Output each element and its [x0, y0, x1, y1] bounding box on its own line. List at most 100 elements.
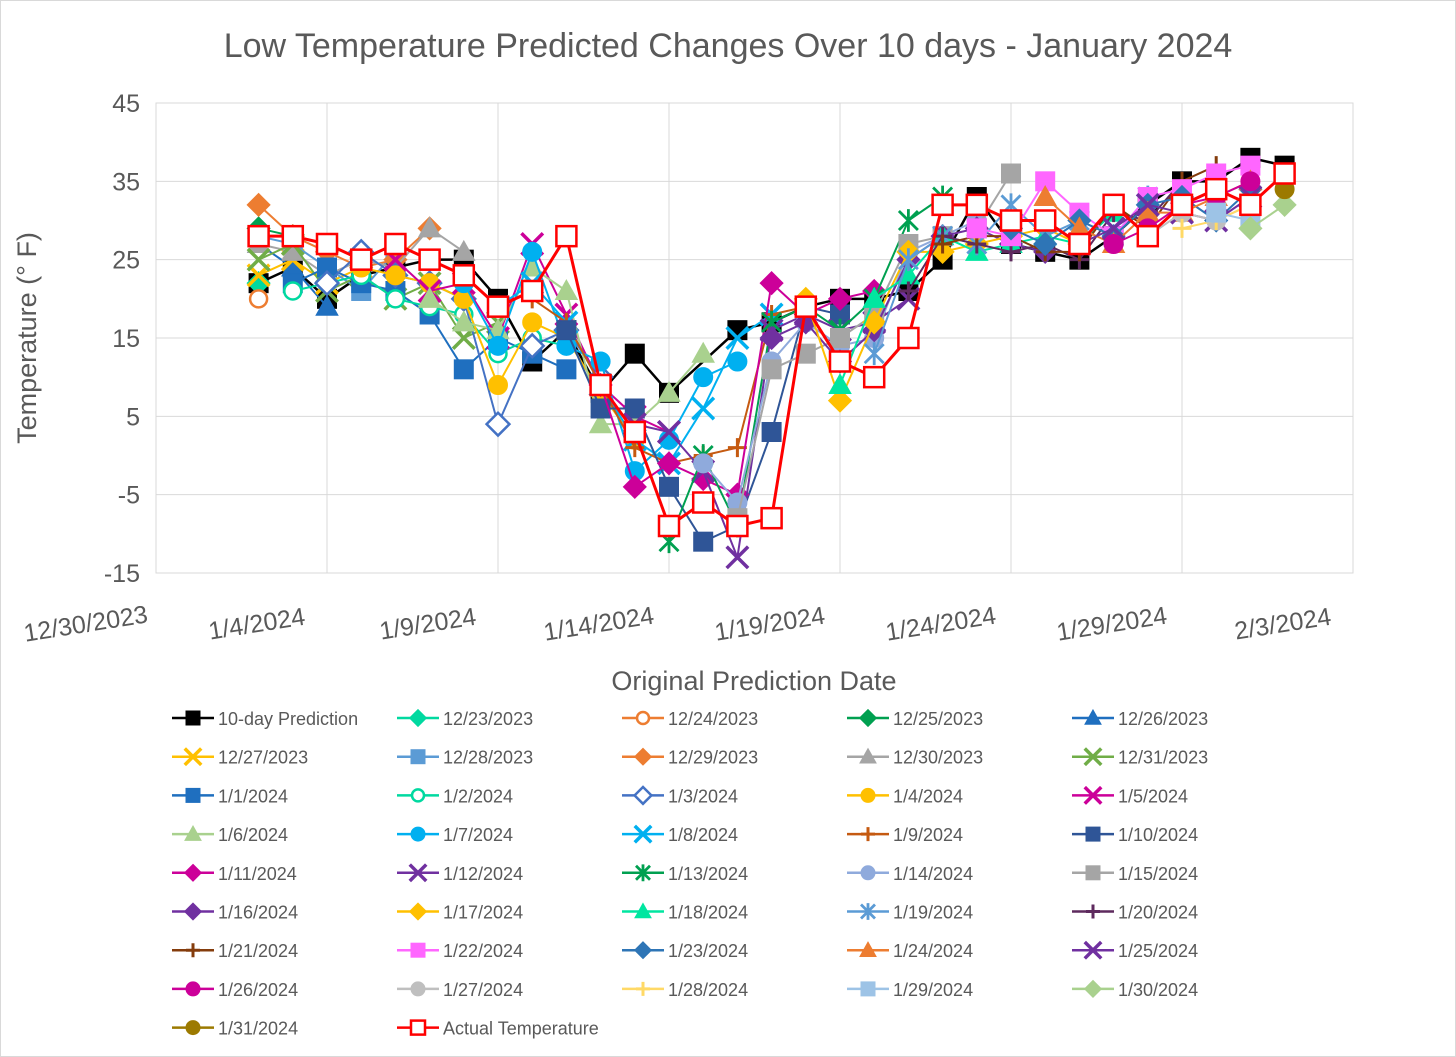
- data-point: [349, 248, 373, 271]
- data-point: [283, 281, 303, 301]
- data-point: [1102, 193, 1125, 217]
- data-point: [313, 269, 341, 297]
- data-point: [727, 351, 748, 372]
- legend-label: 1/15/2024: [1118, 864, 1198, 884]
- x-tick-label: 1/29/2024: [1055, 602, 1169, 647]
- data-point: [1101, 216, 1126, 241]
- data-point: [1272, 192, 1297, 217]
- data-point: [966, 218, 987, 239]
- chart-title: Low Temperature Predicted Changes Over 1…: [224, 27, 1233, 65]
- legend-marker: [633, 824, 653, 844]
- legend-label: 10-day Prediction: [218, 709, 358, 729]
- legend-marker: [1083, 979, 1103, 999]
- data-point: [1238, 216, 1263, 241]
- legend-marker: [633, 747, 653, 766]
- legend-marker: [184, 825, 202, 841]
- x-axis-label: Original Prediction Date: [611, 666, 896, 696]
- legend-marker: [860, 865, 876, 881]
- y-tick-label: -5: [118, 482, 140, 510]
- legend-label: 1/18/2024: [668, 903, 748, 923]
- legend-label: 1/31/2024: [218, 1019, 298, 1039]
- y-axis-label: Temperature (° F): [12, 232, 42, 444]
- legend-marker: [185, 981, 201, 997]
- legend-label: 1/20/2024: [1118, 903, 1198, 923]
- legend-marker: [633, 941, 653, 960]
- data-point: [1136, 224, 1160, 248]
- legend-item-1-11-2024: 1/11/2024: [172, 863, 297, 884]
- legend-label: 1/12/2024: [443, 864, 523, 884]
- legend-marker: [186, 943, 200, 958]
- x-tick-label: 2/3/2024: [1232, 603, 1333, 646]
- data-point: [862, 365, 886, 389]
- x-axis: 12/30/2023 1/4/2024 1/9/2024 1/14/2024 1/19/…: [22, 600, 1333, 647]
- data-point: [281, 224, 305, 248]
- legend-label: 1/22/2024: [443, 941, 523, 961]
- data-point: [693, 531, 714, 552]
- legend-label: 1/11/2024: [218, 864, 297, 884]
- legend-label: 1/17/2024: [443, 903, 523, 923]
- legend-item-1-6-2024: 1/6/2024: [172, 825, 288, 845]
- data-point: [522, 312, 543, 333]
- data-point: [589, 373, 612, 397]
- legend-label: 12/26/2023: [1118, 709, 1208, 729]
- legend-marker: [1084, 708, 1102, 725]
- legend-marker: [408, 902, 428, 921]
- data-point: [725, 326, 750, 350]
- data-point: [1033, 209, 1057, 232]
- legend-marker: [183, 747, 203, 767]
- data-point: [897, 209, 919, 232]
- series-1-30-2024: [1238, 192, 1297, 241]
- data-point: [623, 420, 647, 444]
- legend-label: 12/28/2023: [443, 748, 533, 768]
- data-point: [1103, 234, 1124, 254]
- data-point: [965, 193, 989, 217]
- legend-label: 1/27/2024: [443, 980, 523, 1000]
- data-point: [1033, 231, 1058, 257]
- legend-item-12-31-2023: 12/31/2023: [1072, 747, 1208, 768]
- legend-label: 1/24/2024: [893, 941, 973, 961]
- data-point: [693, 453, 714, 474]
- data-point: [897, 326, 920, 350]
- series-actual-temperature: [247, 162, 1296, 538]
- data-point: [622, 474, 647, 499]
- data-point: [1068, 232, 1091, 256]
- data-point: [624, 398, 645, 419]
- legend-item-1-18-2024: 1/18/2024: [622, 902, 748, 923]
- data-point: [520, 279, 544, 303]
- legend-item-1-31-2024: 1/31/2024: [172, 1019, 298, 1039]
- data-point: [827, 286, 853, 311]
- x-tick-label: 1/4/2024: [206, 603, 307, 646]
- legend-marker: [408, 708, 428, 728]
- legend-marker: [410, 981, 426, 997]
- data-point: [590, 398, 611, 419]
- legend-item-1-15-2024: 1/15/2024: [1072, 864, 1198, 884]
- data-point: [828, 373, 852, 395]
- legend-item-1-3-2024: 1/3/2024: [622, 785, 738, 806]
- data-point: [315, 294, 339, 316]
- legend-item-1-19-2024: 1/19/2024: [847, 903, 973, 923]
- legend-item-12-25-2023: 12/25/2023: [847, 708, 983, 729]
- x-tick-label: 1/19/2024: [713, 602, 827, 647]
- legend-item-1-12-2024: 1/12/2024: [397, 863, 523, 884]
- legend-item-1-13-2024: 1/13/2024: [622, 864, 748, 884]
- legend-item-1-21-2024: 1/21/2024: [172, 941, 298, 961]
- data-point: [761, 422, 782, 442]
- data-point: [898, 281, 918, 301]
- legend-marker: [634, 902, 652, 919]
- data-point: [1206, 202, 1227, 223]
- legend-item-1-14-2024: 1/14/2024: [847, 864, 973, 884]
- legend-item-1-28-2024: 1/28/2024: [622, 980, 748, 1000]
- legend-item-12-27-2023: 12/27/2023: [172, 747, 308, 768]
- data-point: [760, 506, 783, 530]
- data-point: [1135, 192, 1160, 217]
- legend-label: 1/25/2024: [1118, 941, 1198, 961]
- data-point: [726, 514, 749, 538]
- legend-marker: [1086, 904, 1100, 919]
- legend-label: 1/3/2024: [668, 786, 738, 806]
- data-point: [488, 375, 508, 395]
- legend-marker: [860, 903, 876, 920]
- data-point: [522, 241, 543, 262]
- data-point: [385, 265, 406, 286]
- legend-marker: [632, 785, 654, 806]
- series-layer: [246, 147, 1297, 570]
